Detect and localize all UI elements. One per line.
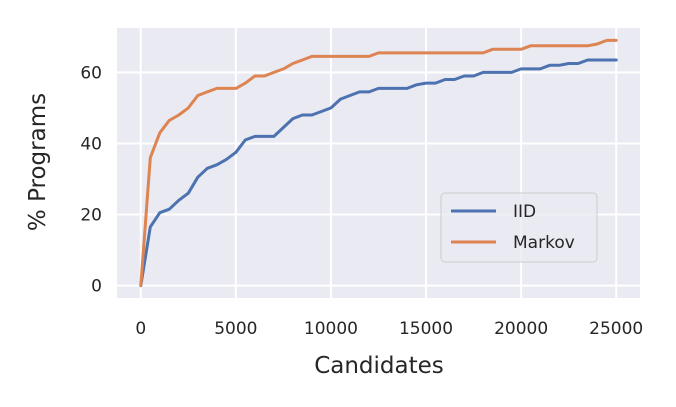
y-tick-label: 0 bbox=[91, 277, 102, 297]
y-tick-labels: 0 20 40 60 bbox=[80, 63, 102, 296]
legend-label-iid: IID bbox=[513, 202, 536, 222]
y-axis-label: % Programs bbox=[25, 93, 51, 231]
y-tick-label: 40 bbox=[80, 134, 102, 154]
grid bbox=[117, 28, 640, 298]
x-tick-labels: 0 5000 10000 15000 20000 25000 bbox=[135, 319, 643, 339]
series-layer bbox=[139, 38, 618, 288]
y-tick-label: 20 bbox=[80, 206, 102, 226]
legend: IID Markov bbox=[440, 192, 598, 263]
x-tick-label: 25000 bbox=[589, 319, 643, 339]
x-tick-label: 0 bbox=[135, 319, 146, 339]
x-tick-label: 15000 bbox=[399, 319, 453, 339]
x-tick-label: 20000 bbox=[494, 319, 548, 339]
series-line-iid bbox=[139, 58, 618, 288]
x-axis-label: Candidates bbox=[314, 353, 444, 379]
y-tick-label: 60 bbox=[80, 63, 102, 83]
legend-label-markov: Markov bbox=[513, 233, 575, 253]
x-tick-label: 5000 bbox=[214, 319, 257, 339]
series-line-markov bbox=[139, 38, 618, 288]
x-tick-label: 10000 bbox=[304, 319, 358, 339]
